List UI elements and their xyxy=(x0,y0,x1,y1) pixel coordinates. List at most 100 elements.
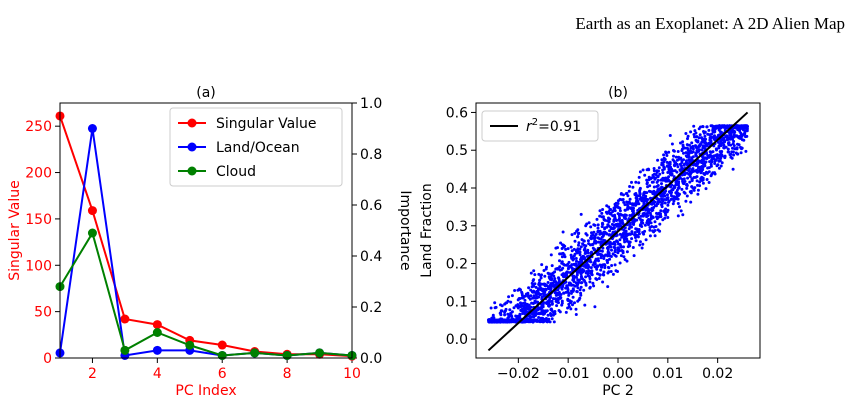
page-header-title: Earth as an Exoplanet: A 2D Alien Map xyxy=(575,14,845,33)
chart-b-point xyxy=(668,172,672,176)
chart-b-point xyxy=(634,203,638,207)
chart-b-ytick-label: 0.2 xyxy=(446,257,468,273)
chart-b-point xyxy=(634,180,638,184)
chart-b-point xyxy=(727,131,731,135)
chart-b-point xyxy=(650,180,654,184)
chart-b-point xyxy=(617,242,620,246)
chart-b-point xyxy=(613,246,617,250)
chart-b-point xyxy=(677,177,681,181)
chart-a-title: (a) xyxy=(196,85,216,101)
chart-b-point xyxy=(603,266,607,270)
chart-b-point xyxy=(584,244,588,248)
chart-b-point xyxy=(609,225,613,229)
chart-b-point xyxy=(743,132,747,136)
chart-b-point xyxy=(499,313,503,317)
chart-b-point xyxy=(686,137,689,141)
chart-b-point xyxy=(607,270,611,274)
chart-b-point xyxy=(599,268,603,272)
chart-a-point-0-1 xyxy=(87,206,97,216)
chart-b-point xyxy=(536,307,540,311)
chart-b-point xyxy=(707,170,711,174)
chart-b-point xyxy=(575,290,579,293)
chart-b-point xyxy=(654,176,657,180)
chart-b-point xyxy=(631,185,635,189)
chart-b-point xyxy=(507,295,511,299)
chart-b-point xyxy=(582,255,586,259)
chart-b-point xyxy=(659,209,663,213)
chart-b-point xyxy=(707,166,711,170)
chart-b-point xyxy=(624,213,628,217)
chart-b-point xyxy=(562,243,566,247)
chart-b-point xyxy=(571,295,575,299)
chart-b-point xyxy=(547,276,551,280)
chart-b-point xyxy=(680,149,684,153)
chart-b-point xyxy=(666,208,670,212)
chart-b-point xyxy=(628,222,632,226)
chart-b-point xyxy=(623,208,627,212)
chart-b-point xyxy=(615,239,619,243)
chart-b-point xyxy=(598,263,602,267)
chart-b-point xyxy=(598,209,602,213)
chart-b-point xyxy=(674,155,678,159)
chart-b-point xyxy=(642,211,646,215)
chart-b-point xyxy=(638,224,642,228)
chart-b-point xyxy=(712,130,716,134)
chart-b-point xyxy=(684,161,688,165)
chart-b-point xyxy=(634,239,638,243)
chart-b-point xyxy=(574,307,578,311)
chart-b-point xyxy=(648,234,652,238)
chart-b-point xyxy=(692,133,696,136)
chart-b-point xyxy=(622,193,625,197)
chart-b-point xyxy=(723,154,727,158)
chart-b-point xyxy=(710,172,714,176)
chart-b-point xyxy=(716,140,720,144)
chart-b-point xyxy=(703,162,707,166)
chart-b-point xyxy=(713,171,716,175)
chart-b-point xyxy=(652,167,656,170)
chart-b-point xyxy=(559,293,563,296)
chart-b-title: (b) xyxy=(608,85,628,101)
chart-b-point xyxy=(682,158,685,162)
chart-b-ytick-label: 0.4 xyxy=(446,181,468,197)
chart-b-point xyxy=(607,205,611,209)
chart-b-point xyxy=(707,128,711,132)
chart-b-point xyxy=(543,274,547,278)
chart-b-point xyxy=(554,246,558,250)
chart-a-legend-label-0: Singular Value xyxy=(216,116,317,132)
chart-b-point xyxy=(598,232,602,236)
chart-b-point xyxy=(631,246,635,249)
chart-b-point xyxy=(588,285,592,289)
chart-b-point xyxy=(680,168,684,172)
chart-b-point xyxy=(593,223,597,227)
chart-b-point xyxy=(682,163,686,167)
chart-b-point xyxy=(527,304,530,308)
chart-b-point xyxy=(606,259,609,263)
chart-b-point xyxy=(575,229,579,233)
chart-b-point xyxy=(558,265,562,269)
chart-b-point xyxy=(613,213,617,217)
chart-b-point xyxy=(644,208,648,212)
chart-a-xlabel: PC Index xyxy=(175,383,236,399)
chart-a-ytick-label: 250 xyxy=(25,119,52,135)
chart-b-point xyxy=(548,320,552,324)
chart-b-point xyxy=(743,124,747,128)
chart-b-point xyxy=(633,231,637,234)
chart-b-point xyxy=(581,242,585,246)
chart-b-point xyxy=(672,149,675,152)
chart-b-point xyxy=(740,134,744,138)
chart-b-xtick-label: 0.00 xyxy=(602,366,633,382)
chart-b-point xyxy=(708,153,712,157)
chart-b-point xyxy=(648,228,652,232)
chart-b-point xyxy=(698,180,702,184)
chart-b-point xyxy=(713,162,717,165)
chart-b-point xyxy=(731,130,735,134)
chart-b-point xyxy=(592,230,596,234)
chart-b-point xyxy=(579,256,583,259)
chart-b-point xyxy=(676,202,680,205)
chart-b-point xyxy=(571,303,574,307)
chart-b-point xyxy=(604,210,608,214)
chart-a-ytick-label: 150 xyxy=(25,212,52,228)
chart-b-points xyxy=(487,124,749,324)
chart-b-point xyxy=(596,226,600,230)
chart-b-point xyxy=(627,227,631,231)
